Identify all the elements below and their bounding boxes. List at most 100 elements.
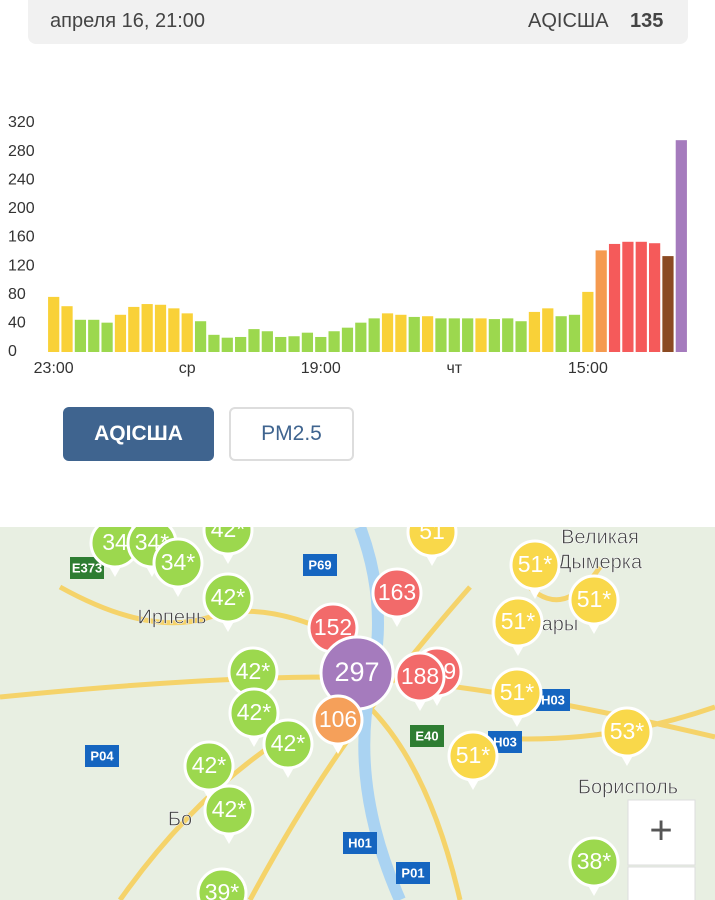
marker-label: 51* — [518, 551, 553, 577]
bar — [408, 316, 420, 352]
bar — [154, 304, 167, 352]
y-tick-label: 280 — [8, 143, 35, 160]
marker-label: 42* — [271, 730, 306, 756]
marker-circle — [509, 539, 561, 591]
y-tick-label: 0 — [8, 343, 17, 360]
marker-circle — [371, 567, 423, 619]
road-sign — [70, 557, 104, 579]
marker-label: 42* — [236, 658, 271, 684]
x-tick-label: 23:00 — [34, 360, 74, 377]
place-label: Ирпень — [138, 606, 207, 628]
aqi-marker[interactable]: 39* — [196, 867, 248, 900]
bar — [622, 241, 634, 352]
bar — [502, 318, 514, 352]
pm25-button[interactable]: PM2.5 — [229, 407, 354, 461]
road-sign — [396, 862, 430, 884]
road-sign — [410, 725, 444, 747]
marker-label: 51* — [456, 742, 491, 768]
aqi-marker[interactable]: 51* — [491, 667, 543, 727]
marker-circle — [406, 527, 458, 558]
aqi-marker[interactable]: 34 — [89, 527, 141, 577]
x-tick-label: ср — [179, 360, 196, 377]
bar — [141, 304, 153, 352]
bar — [488, 319, 500, 352]
aqi-marker[interactable]: 51* — [568, 574, 620, 634]
aqi-marker[interactable]: 51 — [406, 527, 458, 566]
aqi-marker[interactable]: 53* — [601, 706, 653, 766]
bar — [528, 311, 541, 352]
aqi-marker[interactable]: 163 — [371, 567, 423, 627]
marker-circle — [601, 706, 653, 758]
aqi-marker[interactable]: 38* — [568, 836, 620, 896]
marker-circle — [262, 718, 314, 770]
aqi-marker[interactable]: 51* — [447, 730, 499, 790]
place-label: Бо — [168, 808, 192, 830]
y-tick-label: 160 — [8, 229, 35, 246]
bar — [662, 256, 674, 352]
road-sign — [343, 832, 377, 854]
aqi-marker[interactable]: 42* — [203, 784, 255, 844]
bar — [555, 316, 567, 352]
aqi-marker[interactable]: 42* — [262, 718, 314, 778]
marker-circle — [228, 687, 280, 739]
bar — [275, 336, 287, 352]
x-tick-label: чт — [446, 360, 462, 377]
aqi-button[interactable]: AQIСША — [63, 407, 214, 461]
marker-label: 297 — [334, 657, 379, 687]
aqi-marker[interactable]: 188 — [394, 651, 446, 711]
y-tick-label: 240 — [8, 171, 35, 188]
bar — [595, 250, 607, 352]
bar — [88, 319, 100, 352]
marker-circle — [394, 651, 446, 703]
bar — [61, 306, 73, 352]
bar — [542, 308, 554, 352]
bar — [74, 319, 86, 352]
marker-circle — [312, 694, 364, 746]
bar — [649, 243, 661, 352]
bar — [248, 329, 260, 352]
bar — [515, 321, 527, 352]
aqi-marker[interactable]: 42* — [183, 740, 235, 800]
bar — [462, 318, 474, 352]
bar — [328, 331, 340, 352]
marker-label: 51* — [501, 608, 536, 634]
road-label: P69 — [308, 557, 331, 572]
map: ИрпеньВеликаяДымеркаБроварыБориспольБоE3… — [0, 527, 715, 900]
bar — [635, 241, 647, 352]
aqi-marker[interactable]: 34* — [152, 537, 204, 597]
bar — [381, 313, 394, 352]
x-tick-label: 15:00 — [568, 360, 608, 377]
bar — [435, 318, 447, 352]
bar — [168, 308, 180, 352]
aqi-marker[interactable]: 297 — [319, 635, 395, 719]
aqi-marker[interactable]: 106 — [312, 694, 364, 754]
aqi-marker[interactable]: 42* — [228, 687, 280, 747]
y-tick-label: 40 — [8, 315, 26, 332]
chart: 0 40 80 120 160 200 240 280 320 23:00 ср 19:00 чт 15:… — [8, 114, 687, 377]
bar — [368, 318, 380, 352]
road-sign — [536, 689, 570, 711]
road-sign — [85, 745, 119, 767]
date: апреля 16, 21:00 — [50, 10, 205, 32]
bar — [448, 318, 460, 352]
marker-circle — [568, 836, 620, 888]
marker-label: 42* — [211, 584, 246, 610]
bar — [341, 327, 354, 352]
marker-label: 39* — [205, 879, 240, 900]
marker-circle — [568, 574, 620, 626]
bar — [568, 314, 581, 352]
marker-label: 42* — [211, 527, 246, 542]
zoom[interactable]: + — [627, 799, 696, 900]
bar — [608, 243, 621, 352]
aqi-marker[interactable]: 42* — [202, 527, 254, 564]
place-label: Борисполь — [578, 776, 678, 798]
bar — [261, 331, 273, 352]
y-tick-label: 200 — [8, 200, 35, 217]
aqi-marker[interactable]: 42* — [202, 572, 254, 632]
bar — [315, 336, 327, 352]
aqi-marker[interactable]: 51* — [492, 596, 544, 656]
bar — [355, 322, 367, 352]
aqi-marker[interactable]: 51* — [509, 539, 561, 599]
marker-label: 53* — [610, 718, 645, 744]
bar — [128, 306, 140, 352]
